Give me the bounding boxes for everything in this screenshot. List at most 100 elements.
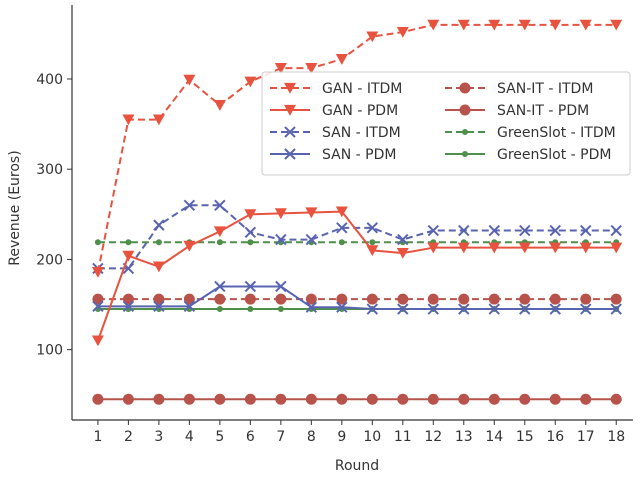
legend-label: GAN - ITDM: [322, 81, 402, 97]
x-tick-label: 12: [424, 429, 442, 445]
series-2: [92, 199, 622, 275]
data-point-stroke: [336, 301, 348, 313]
data-point-stroke: [488, 224, 500, 237]
legend-label: SAN-IT - ITDM: [497, 81, 593, 97]
data-point: [153, 300, 165, 313]
legend-marker-stroke: [284, 126, 296, 138]
data-point-stroke: [458, 224, 470, 237]
data-point: [92, 293, 104, 305]
y-tick-label: 200: [36, 252, 63, 268]
data-point: [183, 199, 196, 211]
data-point: [244, 393, 256, 405]
data-point-stroke: [92, 300, 104, 313]
data-point: [214, 293, 226, 305]
y-tick-label: 100: [36, 343, 63, 359]
legend-marker: [284, 82, 296, 94]
x-tick-label: 8: [307, 429, 316, 445]
data-point: [366, 245, 379, 257]
legend-label: GreenSlot - ITDM: [497, 125, 616, 141]
data-point: [91, 266, 104, 278]
data-point-stroke: [427, 303, 440, 315]
data-point: [214, 199, 226, 211]
series-layer: [91, 19, 623, 405]
data-point: [549, 293, 561, 305]
data-point: [183, 393, 195, 405]
series-5: [92, 393, 622, 405]
series-line: [96, 210, 617, 341]
data-point-stroke: [244, 226, 257, 239]
data-point: [366, 393, 378, 405]
data-point: [366, 31, 379, 43]
data-point: [397, 233, 409, 246]
data-point: [91, 335, 104, 347]
data-point: [244, 280, 257, 293]
data-point: [369, 239, 376, 246]
data-point: [336, 293, 348, 305]
data-point: [244, 293, 256, 305]
data-point: [305, 63, 318, 74]
data-point: [518, 19, 531, 31]
data-point: [122, 250, 135, 262]
legend-entry: GreenSlot - ITDM: [445, 125, 616, 141]
legend-label: SAN - ITDM: [322, 125, 401, 141]
legend-entry: SAN - PDM: [270, 147, 396, 163]
data-point: [305, 301, 318, 313]
data-point: [244, 76, 257, 88]
data-point: [305, 207, 318, 219]
data-point: [213, 100, 226, 111]
x-tick-label: 15: [516, 429, 534, 445]
x-tick-label: 5: [215, 429, 224, 445]
data-point: [458, 393, 470, 405]
x-tick-label: 9: [337, 429, 346, 445]
data-point-stroke: [305, 301, 318, 313]
series-6: [94, 239, 620, 246]
data-point: [580, 303, 592, 315]
data-point: [244, 209, 257, 221]
legend-marker: [462, 151, 468, 157]
data-point: [152, 114, 165, 126]
data-point: [305, 233, 318, 246]
data-point: [338, 239, 345, 246]
data-point: [336, 222, 348, 234]
data-point: [122, 393, 134, 405]
data-point: [305, 393, 317, 405]
data-point-stroke: [153, 219, 165, 231]
data-point-stroke: [610, 303, 622, 315]
x-tick-label: 13: [455, 429, 473, 445]
data-point: [610, 293, 622, 305]
legend-label: SAN-IT - PDM: [497, 103, 589, 119]
y-tick-label: 400: [36, 72, 63, 88]
data-point: [92, 393, 104, 405]
data-point-stroke: [214, 199, 226, 211]
legend-entry: SAN-IT - ITDM: [445, 81, 593, 97]
series-3: [92, 280, 622, 315]
data-point: [610, 303, 622, 315]
legend-marker: [284, 104, 296, 116]
data-point: [366, 222, 379, 234]
data-point-stroke: [275, 280, 287, 293]
series-line: [96, 23, 617, 273]
data-point: [580, 393, 592, 405]
legend-entry: SAN - ITDM: [270, 125, 401, 141]
data-point: [519, 293, 531, 305]
data-point: [397, 393, 409, 405]
data-point: [366, 303, 379, 315]
x-tick-label: 14: [485, 429, 503, 445]
data-point-stroke: [244, 280, 257, 293]
data-point-stroke: [610, 224, 622, 237]
data-point: [458, 293, 470, 305]
data-point: [336, 301, 348, 313]
series-1: [91, 206, 623, 347]
data-point-stroke: [122, 262, 135, 275]
data-point-stroke: [427, 224, 440, 237]
legend-marker: [459, 104, 471, 116]
legend-label: GAN - PDM: [322, 103, 398, 119]
data-point: [244, 226, 257, 239]
legend-entry: SAN-IT - PDM: [445, 103, 589, 119]
data-point: [549, 19, 562, 31]
data-point: [427, 303, 440, 315]
data-point: [518, 242, 531, 254]
data-point-stroke: [153, 300, 165, 313]
data-point: [427, 293, 439, 305]
